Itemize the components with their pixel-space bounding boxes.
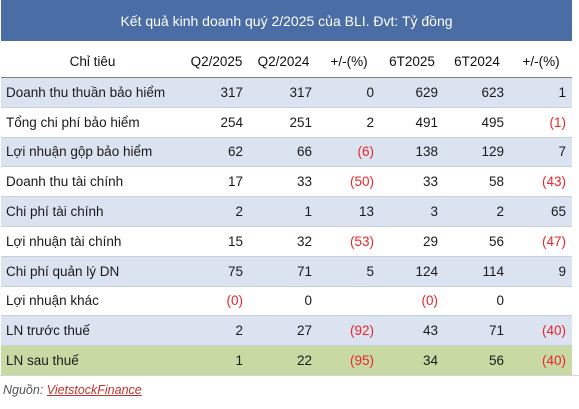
column-header: Chỉ tiêu xyxy=(1,45,184,78)
table-cell: 124 xyxy=(380,256,444,287)
table-cell: (92) xyxy=(318,315,380,347)
table-cell: 33 xyxy=(380,166,444,198)
table-cell: 22 xyxy=(249,345,318,376)
table-row: Chi phí quản lý DN 75 71 5 124 114 9 xyxy=(1,256,572,287)
source-note: Nguồn: VietstockFinance xyxy=(3,383,142,397)
table-cell: 66 xyxy=(249,137,318,168)
table-cell: 58 xyxy=(444,166,510,198)
table-cell: 56 xyxy=(444,226,510,257)
table-cell: (0) xyxy=(380,286,444,317)
column-header: Q2/2024 xyxy=(249,45,318,78)
row-label: Lợi nhuận tài chính xyxy=(1,226,184,257)
source-link[interactable]: VietstockFinance xyxy=(46,383,142,397)
table-cell: 0 xyxy=(444,286,510,317)
table-title: Kết quả kinh doanh quý 2/2025 của BLI. Đ… xyxy=(1,0,572,43)
table-cell: 15 xyxy=(184,226,249,257)
table-cell: 495 xyxy=(444,107,510,138)
table-cell: 317 xyxy=(249,77,318,108)
table-cell: 7 xyxy=(510,137,572,168)
row-label: Lợi nhuận gộp bảo hiểm xyxy=(1,137,184,168)
row-label: LN sau thuế xyxy=(1,345,184,376)
table-cell: (50) xyxy=(318,166,380,198)
table-cell: 75 xyxy=(184,256,249,287)
table-cell: 9 xyxy=(510,256,572,287)
table-cell: 33 xyxy=(249,166,318,198)
table-cell: 491 xyxy=(380,107,444,138)
table-cell: 2 xyxy=(184,196,249,227)
table-cell: (40) xyxy=(510,315,572,347)
column-header: 6T2024 xyxy=(444,45,510,78)
table-cell: 138 xyxy=(380,137,444,168)
source-prefix: Nguồn: xyxy=(3,383,47,397)
row-label: Doanh thu tài chính xyxy=(1,166,184,198)
table-cell: 32 xyxy=(249,226,318,257)
table-cell: 27 xyxy=(249,315,318,347)
table-cell: 56 xyxy=(444,345,510,376)
table-cell: 623 xyxy=(444,77,510,108)
table-cell xyxy=(318,286,380,317)
table-cell: 17 xyxy=(184,166,249,198)
table-cell: 43 xyxy=(380,315,444,347)
table-cell: 71 xyxy=(249,256,318,287)
table-cell: (47) xyxy=(510,226,572,257)
table-cell: (6) xyxy=(318,137,380,168)
table-cell: (1) xyxy=(510,107,572,138)
table-cell: 65 xyxy=(510,196,572,227)
table-cell: (95) xyxy=(318,345,380,376)
row-label: Chi phí quản lý DN xyxy=(1,256,184,287)
table-row: Lợi nhuận gộp bảo hiểm 62 66 (6) 138 129 7 xyxy=(1,137,572,168)
table-cell: 3 xyxy=(380,196,444,227)
table-cell: (0) xyxy=(184,286,249,317)
row-label: Doanh thu thuần bảo hiểm xyxy=(1,77,184,108)
table-cell: 629 xyxy=(380,77,444,108)
table-cell: 1 xyxy=(249,196,318,227)
column-header: +/-(%) xyxy=(510,45,572,78)
table-row: Lợi nhuận tài chính 15 32 (53) 29 56 (47) xyxy=(1,226,572,257)
table-cell: 71 xyxy=(444,315,510,347)
table-cell: 317 xyxy=(184,77,249,108)
table-cell: 29 xyxy=(380,226,444,257)
row-label: Chi phí tài chính xyxy=(1,196,184,227)
table-row: Chi phí tài chính 2 1 13 3 2 65 xyxy=(1,196,572,227)
table-cell: (53) xyxy=(318,226,380,257)
table-cell: 13 xyxy=(318,196,380,227)
table-cell: 2 xyxy=(444,196,510,227)
table-cell: 34 xyxy=(380,345,444,376)
table-cell: (40) xyxy=(510,345,572,376)
table-cell: 0 xyxy=(249,286,318,317)
table-cell: 251 xyxy=(249,107,318,138)
column-header: +/-(%) xyxy=(318,45,380,78)
row-label: Tổng chi phí bảo hiểm xyxy=(1,107,184,138)
table-cell xyxy=(510,286,572,317)
row-label: LN trước thuế xyxy=(1,315,184,347)
table-cell: 1 xyxy=(510,77,572,108)
table-row: LN trước thuế 2 27 (92) 43 71 (40) xyxy=(1,315,572,347)
column-header: Q2/2025 xyxy=(184,45,249,78)
table-row: LN sau thuế 1 22 (95) 34 56 (40) xyxy=(1,345,572,376)
table-cell: 129 xyxy=(444,137,510,168)
table-cell: 62 xyxy=(184,137,249,168)
financial-results-table: Chỉ tiêu Q2/2025 Q2/2024 +/-(%) 6T2025 6T2024… xyxy=(1,45,572,376)
table-cell: 5 xyxy=(318,256,380,287)
table-cell: 1 xyxy=(184,345,249,376)
table-cell: 0 xyxy=(318,77,380,108)
table-row: Lợi nhuận khác (0) 0 (0) 0 xyxy=(1,286,572,317)
table-row: Doanh thu thuần bảo hiểm 317 317 0 629 623 1 xyxy=(1,77,572,108)
table-cell: 2 xyxy=(318,107,380,138)
column-header: 6T2025 xyxy=(380,45,444,78)
table-row: Doanh thu tài chính 17 33 (50) 33 58 (43) xyxy=(1,166,572,198)
table-cell: 254 xyxy=(184,107,249,138)
table-cell: (43) xyxy=(510,166,572,198)
header-row: Chỉ tiêu Q2/2025 Q2/2024 +/-(%) 6T2025 6T2024… xyxy=(1,45,572,78)
table-cell: 2 xyxy=(184,315,249,347)
table-cell: 114 xyxy=(444,256,510,287)
table-body: Doanh thu thuần bảo hiểm 317 317 0 629 623 1 Tổ… xyxy=(1,77,572,376)
row-label: Lợi nhuận khác xyxy=(1,286,184,317)
divider xyxy=(0,375,579,376)
table-row: Tổng chi phí bảo hiểm 254 251 2 491 495 (1) xyxy=(1,107,572,138)
